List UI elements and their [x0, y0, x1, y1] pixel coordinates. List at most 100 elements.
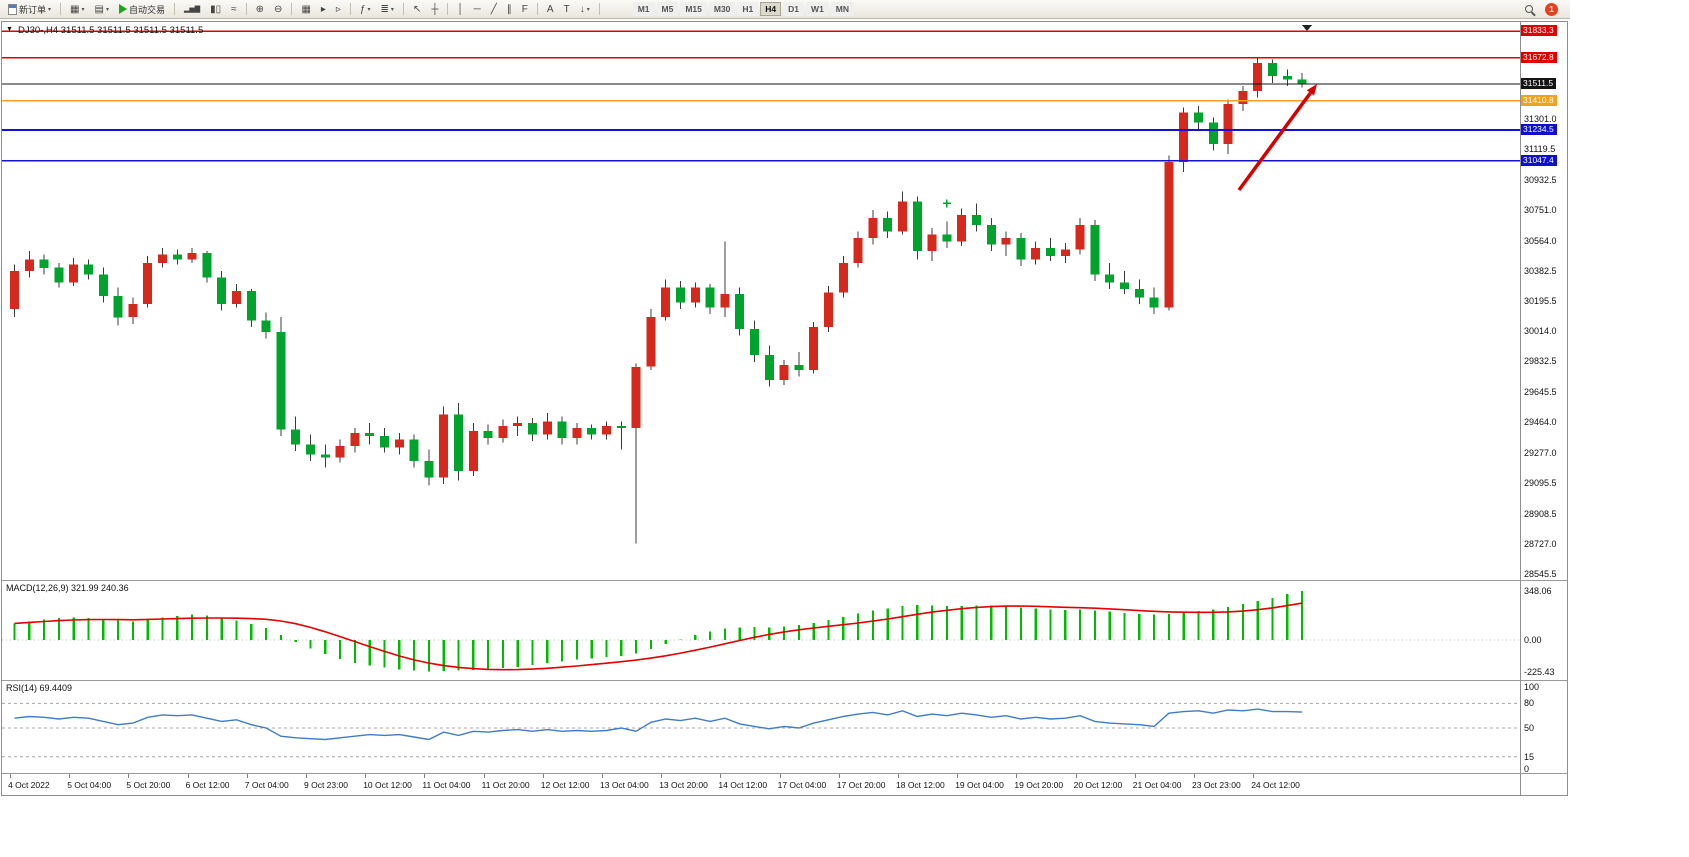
chart-shift-button[interactable]: ▹	[332, 2, 345, 17]
cursor-icon: ↖	[412, 3, 422, 15]
indicators-button[interactable]: ƒ ▾	[356, 2, 375, 17]
toolbar-separator	[402, 3, 404, 15]
zoom-out-button[interactable]: ⊖	[270, 2, 286, 17]
rsi-tick: 100	[1524, 682, 1540, 692]
time-axis-label: 13 Oct 04:00	[600, 780, 649, 790]
price-badge: 31511.5	[1521, 78, 1557, 90]
rsi-line	[14, 708, 1303, 741]
timeframe-w1[interactable]: W1	[806, 2, 829, 16]
text-icon: A	[546, 3, 554, 15]
time-tick	[720, 774, 722, 778]
channel-icon: ∥	[506, 3, 512, 15]
price-badge: 31672.8	[1521, 51, 1557, 63]
zoom-in-icon: ⊕	[255, 3, 265, 15]
price-scale[interactable]: 31301.0 31119.5 30932.5 30751.0 30564.0 30382…	[1520, 22, 1567, 795]
time-tick	[1253, 774, 1255, 778]
line-chart-button[interactable]: ≈	[227, 2, 241, 17]
macd-panel[interactable]: MACD(12,26,9) 321.99 240.36	[2, 581, 1520, 680]
horizontal-line-icon: ─	[473, 3, 481, 15]
time-axis-label: 7 Oct 04:00	[244, 780, 289, 790]
zoom-in-button[interactable]: ⊕	[252, 2, 268, 17]
collapse-triangle-icon[interactable]: ▼	[6, 26, 13, 33]
pane-separator[interactable]	[2, 580, 1567, 581]
fibonacci-tool-button[interactable]: F	[518, 2, 532, 17]
plus-marker[interactable]	[942, 199, 951, 208]
price-badge: 31410.8	[1521, 94, 1557, 106]
time-tick	[838, 774, 840, 778]
time-axis-label: 14 Oct 12:00	[718, 780, 768, 790]
time-axis-label: 21 Oct 04:00	[1132, 780, 1182, 790]
profiles-button[interactable]: ▤ ▾	[91, 2, 113, 17]
new-order-icon	[8, 3, 17, 15]
macd-tick: 0.00	[1524, 635, 1542, 645]
chart-window: ▼ DJ30-,H4 31511.5 31511.5 31511.5 31511…	[1, 21, 1568, 796]
trend-arrow[interactable]	[1237, 84, 1317, 192]
price-tick: 29277.0	[1524, 448, 1557, 459]
macd-tick: 348.06	[1524, 585, 1552, 596]
time-tick	[542, 774, 544, 778]
label-tool-button[interactable]: T	[560, 2, 574, 17]
timeframe-m5[interactable]: M5	[656, 2, 679, 16]
pane-separator[interactable]	[2, 773, 1567, 774]
time-tick	[957, 774, 959, 778]
autotrading-button[interactable]: 自动交易	[115, 2, 169, 17]
time-tick	[1194, 774, 1195, 778]
toolbar-separator	[349, 3, 351, 15]
new-order-button[interactable]: 新订单 ▾	[4, 2, 55, 17]
rsi-panel[interactable]: RSI(14) 69.4409	[2, 681, 1520, 773]
auto-scroll-button[interactable]: ▸	[317, 2, 330, 17]
timeframe-m1[interactable]: M1	[632, 2, 655, 16]
text-tool-button[interactable]: A	[543, 2, 558, 17]
autotrading-play-icon	[118, 4, 127, 14]
time-tick	[661, 774, 663, 778]
rsi-tick: 0	[1524, 764, 1530, 774]
main-chart[interactable]	[2, 22, 1520, 580]
timeframe-d1[interactable]: D1	[783, 2, 805, 16]
price-tick: 30382.5	[1524, 265, 1557, 276]
pane-separator[interactable]	[2, 680, 1567, 681]
candlestick-chart-button[interactable]: ▮▯	[206, 2, 225, 17]
time-axis-label: 11 Oct 20:00	[481, 780, 530, 790]
indicator-list-icon: ≣	[380, 3, 389, 15]
new-chart-button[interactable]: ▦ ▾	[66, 2, 88, 17]
indicator-list-button[interactable]: ≣ ▾	[377, 2, 398, 17]
time-axis-label: 18 Oct 12:00	[896, 780, 945, 790]
chevron-down-icon: ▾	[367, 6, 371, 13]
rsi-label: RSI(14) 69.4409	[6, 683, 73, 693]
notification-badge[interactable]: 1	[1545, 2, 1558, 16]
tile-windows-button[interactable]: ▦	[297, 2, 314, 17]
profiles-icon: ▤	[94, 3, 104, 15]
time-tick	[10, 774, 11, 778]
time-axis-label: 23 Oct 23:00	[1192, 780, 1241, 790]
price-badge: 31234.5	[1521, 123, 1557, 135]
trendline-icon: ╱	[490, 3, 497, 15]
autotrading-label: 自动交易	[128, 4, 165, 15]
label-icon: T	[563, 3, 570, 15]
trendline-tool-button[interactable]: ╱	[487, 2, 501, 17]
timeframe-m30[interactable]: M30	[708, 2, 736, 16]
chart-shift-marker[interactable]	[1302, 25, 1312, 31]
cursor-tool-button[interactable]: ↖	[409, 2, 425, 17]
timeframe-m15[interactable]: M15	[680, 2, 707, 16]
price-tick: 29832.5	[1524, 356, 1557, 367]
time-tick	[187, 774, 189, 778]
time-axis-label: 20 Oct 12:00	[1073, 780, 1123, 790]
price-tick: 30751.0	[1524, 204, 1557, 215]
vertical-line-tool-button[interactable]: │	[453, 2, 467, 17]
timeframe-h4[interactable]: H4	[760, 2, 782, 16]
time-tick	[602, 774, 603, 778]
crosshair-tool-button[interactable]: ┼	[427, 2, 442, 17]
time-axis-label: 12 Oct 12:00	[540, 780, 590, 790]
arrows-tool-button[interactable]: ↓ ▾	[576, 2, 594, 17]
time-axis-label: 17 Oct 04:00	[777, 780, 827, 790]
price-tick: 28545.5	[1524, 568, 1557, 579]
time-tick	[128, 774, 130, 778]
toolbar-separator	[173, 3, 175, 15]
timeframe-mn[interactable]: MN	[830, 2, 855, 16]
bar-chart-button[interactable]: ▂▅▇	[180, 2, 204, 17]
time-axis[interactable]: 4 Oct 2022 5 Oct 04:00 5 Oct 20:00 6 Oct 12…	[2, 774, 1520, 795]
search-icon[interactable]	[1525, 5, 1533, 13]
channel-tool-button[interactable]: ∥	[503, 2, 516, 17]
timeframe-h1[interactable]: H1	[737, 2, 759, 16]
horizontal-line-tool-button[interactable]: ─	[470, 2, 485, 17]
